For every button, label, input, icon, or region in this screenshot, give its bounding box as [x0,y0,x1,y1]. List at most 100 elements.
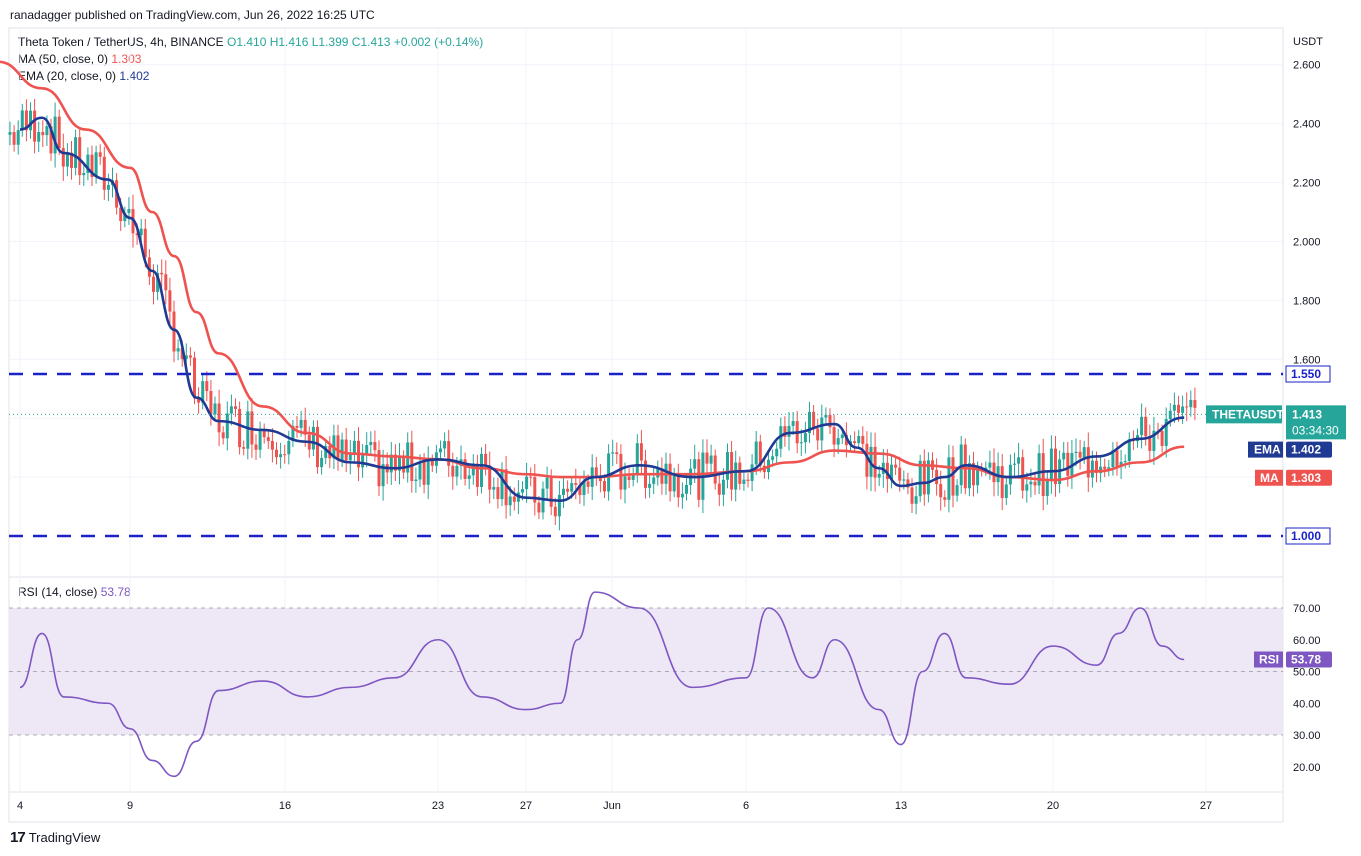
candle-body [902,479,906,481]
candle-body [57,116,61,149]
candle-body [611,452,615,454]
candle-body [1041,453,1045,497]
rsi-axis[interactable]: 70.00 60.00 50.00 40.00 30.00 20.00 [1293,603,1321,774]
candle-body [832,427,836,445]
candle-body [959,444,963,486]
rsi-value-tag-box [1286,651,1332,668]
chart-legend: Theta Token / TetherUS, 4h, BINANCE O1.4… [18,34,483,85]
time-tick-label: 16 [279,800,291,812]
candle-body [582,481,586,496]
candle-body [586,481,590,487]
symbol-name: Theta Token / TetherUS, 4h, BINANCE [18,35,224,49]
candle-body [787,425,791,437]
candle-body [377,450,381,487]
candle-body [521,489,524,493]
candle-body [799,442,803,444]
candle-body [717,483,721,495]
candle-body [381,464,385,487]
candle-body [1066,452,1070,476]
candle-body [201,381,205,403]
candle-body [303,419,307,435]
candle-body [967,463,971,489]
candle-body [578,484,582,496]
price-tags: 1.550 1.000 THETAUSDT 1.413 03:34:30 EMA 1.402… [1206,365,1346,668]
candle-body [197,398,201,403]
candle-body [488,465,492,490]
candle-body [668,463,672,492]
candle-body [1168,410,1172,419]
candle-body [680,493,684,498]
candle-body [1013,463,1016,465]
candle-body [676,473,680,498]
candle-body [229,406,233,414]
candle-body [324,445,328,458]
horizontal-levels[interactable] [9,372,1283,538]
candle-body [246,411,250,449]
candle-body [53,116,57,154]
footer[interactable]: 17 TradingView [10,829,100,846]
candle-body [365,444,369,455]
candle-body [996,466,1000,483]
candle-body [418,461,422,480]
candle-body [426,460,430,485]
candle-body [1115,450,1119,467]
price-tick-label: 1.800 [1293,295,1321,307]
candle-body [1111,450,1115,468]
ema-series-line [19,116,1185,502]
candle-body [709,455,713,464]
candle-body [41,131,45,136]
candle-body [1107,467,1111,469]
time-tick-label: 9 [127,800,133,812]
rsi-tick-label: 20.00 [1293,762,1321,774]
resistance-tag-box [1286,366,1330,382]
candle-body [439,448,442,453]
candle-body [242,447,246,449]
chart-frame [8,27,1284,823]
candle-body [1049,448,1053,481]
candle-body [193,357,196,399]
candle-body [1078,451,1082,458]
candle-body [865,443,869,477]
publisher-line: ranadagger published on TradingView.com,… [10,8,375,22]
candle-body [697,459,701,500]
candle-body [320,457,324,468]
candle-body [279,454,283,458]
candle-body [160,272,164,275]
time-tick-label: 13 [895,800,907,812]
time-tick-label: 4 [17,800,23,812]
rsi-value-tag-text: 53.78 [1291,652,1321,666]
rsi-tick-label: 30.00 [1293,730,1321,742]
candle-body [574,483,578,485]
candle-body [398,456,401,471]
candle-body [713,455,717,484]
candle-body [176,348,180,352]
ema-value-tag-text: 1.402 [1291,443,1321,457]
candle-body [316,426,319,468]
candle-body [508,496,512,506]
candle-body [1148,436,1152,451]
candle-body [922,460,926,495]
candle-body [537,502,541,513]
footer-brand: TradingView [28,830,101,845]
candle-body [262,429,266,438]
candle-body [623,476,627,490]
candle-body [20,110,24,131]
candle-body [238,408,242,448]
candle-body [156,272,160,292]
candle-body [275,449,278,458]
candle-body [1103,466,1107,469]
candle-body [12,132,16,145]
candle-body [926,460,930,495]
candle-body [525,476,529,490]
time-axis[interactable]: 4 9 16 23 27 Jun 6 13 20 27 [17,800,1212,812]
candle-body [480,453,483,487]
candle-body [504,469,508,506]
candle-body [361,454,365,468]
candle-body [266,437,270,442]
candle-body [853,441,857,444]
candle-body [549,477,553,507]
candle-body [234,406,237,409]
candle-body [726,452,729,480]
candle-body [943,497,947,500]
